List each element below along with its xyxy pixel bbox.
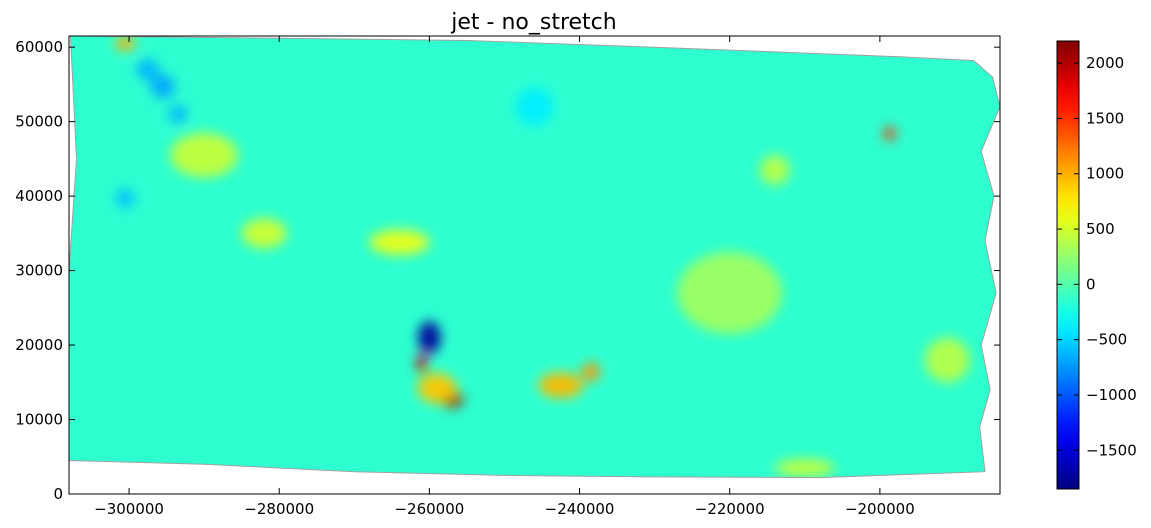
heatmap-feature-13 xyxy=(241,218,287,249)
y-tick-label: 0 xyxy=(53,485,63,503)
plot-area xyxy=(68,35,1001,495)
x-tick-label: −300000 xyxy=(94,500,164,518)
heatmap-feature-1 xyxy=(416,354,428,374)
x-tick-label: −220000 xyxy=(695,500,765,518)
colorbar-gradient xyxy=(1057,41,1079,489)
x-tick-label: −240000 xyxy=(545,500,615,518)
y-axis: 0 10000 20000 30000 40000 50000 60000 xyxy=(15,38,1000,503)
y-tick-label: 10000 xyxy=(15,411,63,429)
data-outline xyxy=(68,35,1001,479)
heatmap-feature-18 xyxy=(774,459,835,477)
heatmap-feature-5 xyxy=(581,363,600,381)
y-tick-label: 60000 xyxy=(15,38,63,56)
heatmap-feature-10 xyxy=(168,105,187,124)
colorbar-tick-label: 2000 xyxy=(1086,54,1124,72)
heatmap-features xyxy=(115,36,970,477)
heatmap-feature-15 xyxy=(759,155,790,185)
heatmap-feature-14 xyxy=(369,229,430,255)
plot-frame xyxy=(68,35,1001,495)
heatmap-feature-11 xyxy=(115,189,136,208)
heatmap-feature-0 xyxy=(418,321,441,354)
colorbar-tick-label: 1500 xyxy=(1086,109,1124,127)
heatmap-feature-7 xyxy=(115,36,136,51)
x-axis: −300000 −280000 −260000 −240000 −220000 −2000… xyxy=(94,36,915,518)
chart-title: jet - no_stretch xyxy=(450,10,616,35)
colorbar-ticks: −1500 −1000 −500 0 500 1000 1500 2000 xyxy=(1057,54,1137,459)
colorbar-tick-label: 500 xyxy=(1086,220,1115,238)
x-tick-label: −200000 xyxy=(845,500,915,518)
y-tick-label: 50000 xyxy=(15,113,63,131)
y-tick-label: 30000 xyxy=(15,262,63,280)
colorbar-tick-label: 1000 xyxy=(1086,165,1124,183)
colorbar-tick-label: 0 xyxy=(1086,275,1096,293)
y-tick-label: 20000 xyxy=(15,336,63,354)
y-tick-label: 40000 xyxy=(15,187,63,205)
heatmap-feature-19 xyxy=(515,88,554,126)
colorbar-tick-label: −500 xyxy=(1086,331,1127,349)
heatmap-feature-3 xyxy=(417,373,457,404)
heatmap-feature-4 xyxy=(538,372,584,398)
heatmap-feature-9 xyxy=(150,74,175,99)
heatmap-feature-16 xyxy=(677,251,783,334)
colorbar: −1500 −1000 −500 0 500 1000 1500 2000 xyxy=(1056,40,1137,490)
heatmap-feature-17 xyxy=(924,337,970,383)
x-tick-label: −260000 xyxy=(394,500,464,518)
heatmap-feature-12 xyxy=(170,132,238,178)
heatmap-feature-6 xyxy=(883,126,896,141)
heatmap-feature-8 xyxy=(136,59,160,80)
x-tick-label: −280000 xyxy=(244,500,314,518)
colorbar-frame xyxy=(1056,40,1080,490)
colorbar-tick-label: −1500 xyxy=(1086,441,1137,459)
heatmap-field xyxy=(69,36,1000,478)
colorbar-tick-label: −1000 xyxy=(1086,386,1137,404)
